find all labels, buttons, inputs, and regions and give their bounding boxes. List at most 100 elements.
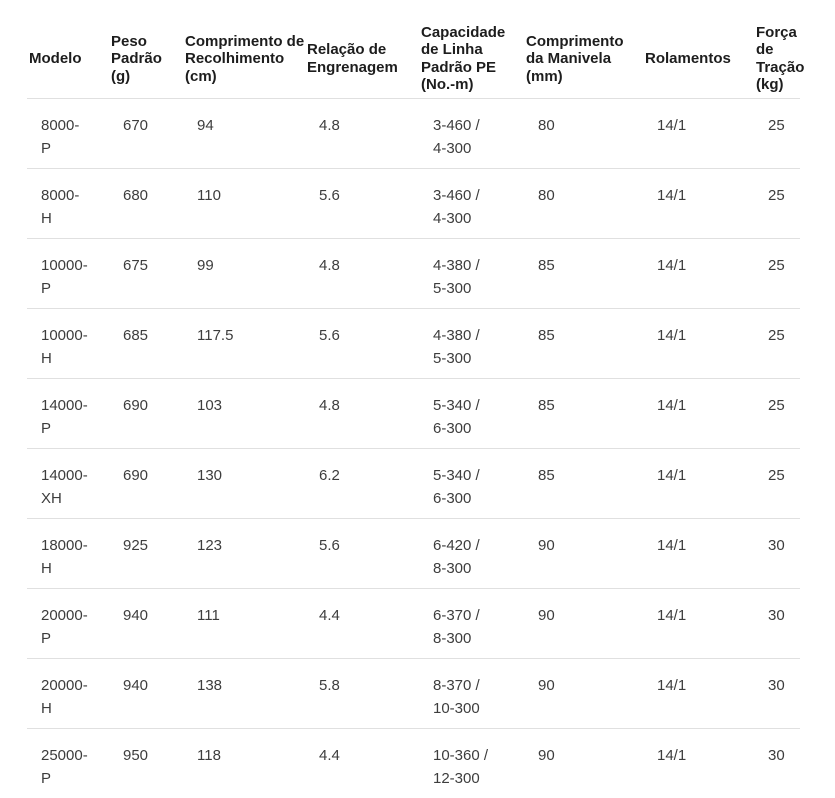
- cell-rolamentos: 14/1: [643, 448, 754, 519]
- cell-relacao-engrenagem: 4.4: [319, 746, 340, 764]
- cell-forca-tracao: 30: [754, 658, 800, 729]
- cell-comprimento-manivela: 90: [538, 746, 555, 764]
- cell-peso-padrao: 925: [109, 518, 183, 589]
- cell-peso-padrao: 950: [123, 746, 149, 764]
- cell-rolamentos: 14/1: [643, 378, 754, 449]
- cell-comprimento-manivela: 90: [524, 588, 643, 659]
- table-row: 8000- P 670 94 4.8 3-460 / 4-300 80 14/1…: [27, 98, 800, 169]
- header-comprimento-recolhimento: Comprimento de Recolhimento (cm): [183, 0, 305, 99]
- header-peso-padrao: Peso Padrão (g): [109, 0, 183, 99]
- header-forca-tracao: Força de Tração (kg): [754, 0, 804, 99]
- cell-modelo: 20000- P: [27, 588, 109, 659]
- header-row: Modelo Peso Padrão (g) Comprimento de Re…: [27, 0, 804, 99]
- cell-forca-tracao: 25: [754, 448, 800, 519]
- cell-rolamentos: 14/1: [643, 238, 754, 309]
- cell-peso-padrao: 685: [109, 308, 183, 379]
- cell-peso-padrao: 670: [109, 98, 183, 169]
- table-row: 20000- P 940 111 4.4 6-370 / 8-300 90 14…: [27, 588, 800, 659]
- cell-comprimento-recolhimento: 138: [183, 658, 305, 729]
- table-row: 10000- P 675 99 4.8 4-380 / 5-300 85 14/…: [27, 238, 800, 309]
- cell-comprimento-recolhimento: 94: [183, 98, 305, 169]
- header-capacidade-linha: Capacidade de Linha Padrão PE (No.-m): [419, 0, 524, 99]
- header-comprimento-manivela: Comprimento da Manivela (mm): [524, 0, 643, 99]
- cell-relacao-engrenagem: 4.8: [305, 238, 419, 309]
- cell-rolamentos: 14/1: [657, 746, 687, 764]
- table-row: 25000- P 950 118 4.4 10-360 / 12-300 90 …: [27, 728, 800, 798]
- cell-comprimento-manivela: 90: [524, 658, 643, 729]
- cell-capacidade-linha: 5-340 / 6-300: [419, 378, 524, 449]
- cell-modelo: 18000- H: [27, 518, 109, 589]
- cell-comprimento-manivela: 80: [524, 168, 643, 239]
- cell-modelo: 14000- XH: [27, 448, 109, 519]
- cell-capacidade-linha: 4-380 / 5-300: [419, 238, 524, 309]
- cell-capacidade-linha: 6-370 / 8-300: [419, 588, 524, 659]
- cell-modelo: 25000- P: [41, 746, 88, 787]
- cell-capacidade-linha: 5-340 / 6-300: [419, 448, 524, 519]
- cell-comprimento-manivela: 80: [524, 98, 643, 169]
- cell-relacao-engrenagem: 5.6: [305, 168, 419, 239]
- cell-modelo: 10000- H: [27, 308, 109, 379]
- cell-comprimento-recolhimento: 110: [183, 168, 305, 239]
- specs-table-container: Modelo Peso Padrão (g) Comprimento de Re…: [27, 0, 835, 798]
- cell-relacao-engrenagem: 4.8: [305, 378, 419, 449]
- cell-comprimento-manivela: 90: [524, 518, 643, 589]
- cell-comprimento-recolhimento: 123: [183, 518, 305, 589]
- cell-forca-tracao: 30: [754, 518, 800, 589]
- cell-comprimento-recolhimento: 111: [183, 588, 305, 659]
- cell-peso-padrao: 690: [109, 378, 183, 449]
- cell-capacidade-linha: 8-370 / 10-300: [419, 658, 524, 729]
- cell-comprimento-recolhimento: 117.5: [183, 308, 305, 379]
- header-relacao-engrenagem: Relação de Engrenagem: [305, 0, 419, 99]
- cell-comprimento-manivela: 85: [524, 308, 643, 379]
- cell-forca-tracao: 25: [754, 98, 800, 169]
- cell-peso-padrao: 690: [109, 448, 183, 519]
- cell-modelo: 8000- P: [27, 98, 109, 169]
- cell-rolamentos: 14/1: [643, 308, 754, 379]
- cell-rolamentos: 14/1: [643, 658, 754, 729]
- table-row: 10000- H 685 117.5 5.6 4-380 / 5-300 85 …: [27, 308, 800, 379]
- cell-forca-tracao: 30: [754, 588, 800, 659]
- cell-rolamentos: 14/1: [643, 168, 754, 239]
- cell-peso-padrao: 680: [109, 168, 183, 239]
- cell-relacao-engrenagem: 5.6: [305, 518, 419, 589]
- cell-comprimento-manivela: 85: [524, 238, 643, 309]
- cell-modelo: 8000- H: [27, 168, 109, 239]
- cell-rolamentos: 14/1: [643, 98, 754, 169]
- header-modelo: Modelo: [27, 0, 109, 99]
- cell-forca-tracao: 25: [754, 238, 800, 309]
- cell-peso-padrao: 675: [109, 238, 183, 309]
- cell-comprimento-recolhimento: 103: [183, 378, 305, 449]
- table-row: 14000- P 690 103 4.8 5-340 / 6-300 85 14…: [27, 378, 800, 449]
- cell-forca-tracao: 25: [754, 308, 800, 379]
- cell-relacao-engrenagem: 4.8: [305, 98, 419, 169]
- cell-forca-tracao: 30: [768, 746, 785, 764]
- cell-peso-padrao: 940: [109, 658, 183, 729]
- cell-comprimento-manivela: 85: [524, 378, 643, 449]
- cell-relacao-engrenagem: 6.2: [305, 448, 419, 519]
- table-row: 14000- XH 690 130 6.2 5-340 / 6-300 85 1…: [27, 448, 800, 519]
- cell-relacao-engrenagem: 5.6: [305, 308, 419, 379]
- cell-comprimento-recolhimento: 99: [183, 238, 305, 309]
- table-row: 18000- H 925 123 5.6 6-420 / 8-300 90 14…: [27, 518, 800, 589]
- header-rolamentos: Rolamentos: [643, 0, 754, 99]
- cell-comprimento-manivela: 85: [524, 448, 643, 519]
- cell-comprimento-recolhimento: 130: [183, 448, 305, 519]
- cell-capacidade-linha: 6-420 / 8-300: [419, 518, 524, 589]
- cell-capacidade-linha: 10-360 / 12-300: [433, 746, 489, 787]
- cell-capacidade-linha: 3-460 / 4-300: [419, 98, 524, 169]
- cell-relacao-engrenagem: 4.4: [305, 588, 419, 659]
- cell-forca-tracao: 25: [754, 168, 800, 239]
- cell-peso-padrao: 940: [109, 588, 183, 659]
- cell-relacao-engrenagem: 5.8: [305, 658, 419, 729]
- table-row: 8000- H 680 110 5.6 3-460 / 4-300 80 14/…: [27, 168, 800, 239]
- cell-capacidade-linha: 4-380 / 5-300: [419, 308, 524, 379]
- table-row: 20000- H 940 138 5.8 8-370 / 10-300 90 1…: [27, 658, 800, 729]
- cell-modelo: 20000- H: [27, 658, 109, 729]
- cell-modelo: 10000- P: [27, 238, 109, 309]
- cell-modelo: 14000- P: [27, 378, 109, 449]
- reel-specs-table: Modelo Peso Padrão (g) Comprimento de Re…: [27, 0, 804, 798]
- cell-comprimento-recolhimento: 118: [197, 746, 221, 764]
- cell-rolamentos: 14/1: [643, 518, 754, 589]
- cell-capacidade-linha: 3-460 / 4-300: [419, 168, 524, 239]
- cell-forca-tracao: 25: [754, 378, 800, 449]
